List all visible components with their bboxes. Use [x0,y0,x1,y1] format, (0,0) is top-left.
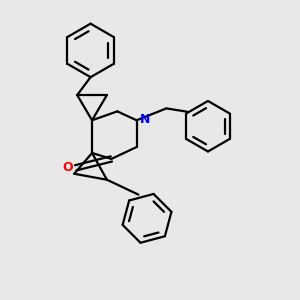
Text: O: O [62,161,73,174]
Text: N: N [140,112,151,126]
